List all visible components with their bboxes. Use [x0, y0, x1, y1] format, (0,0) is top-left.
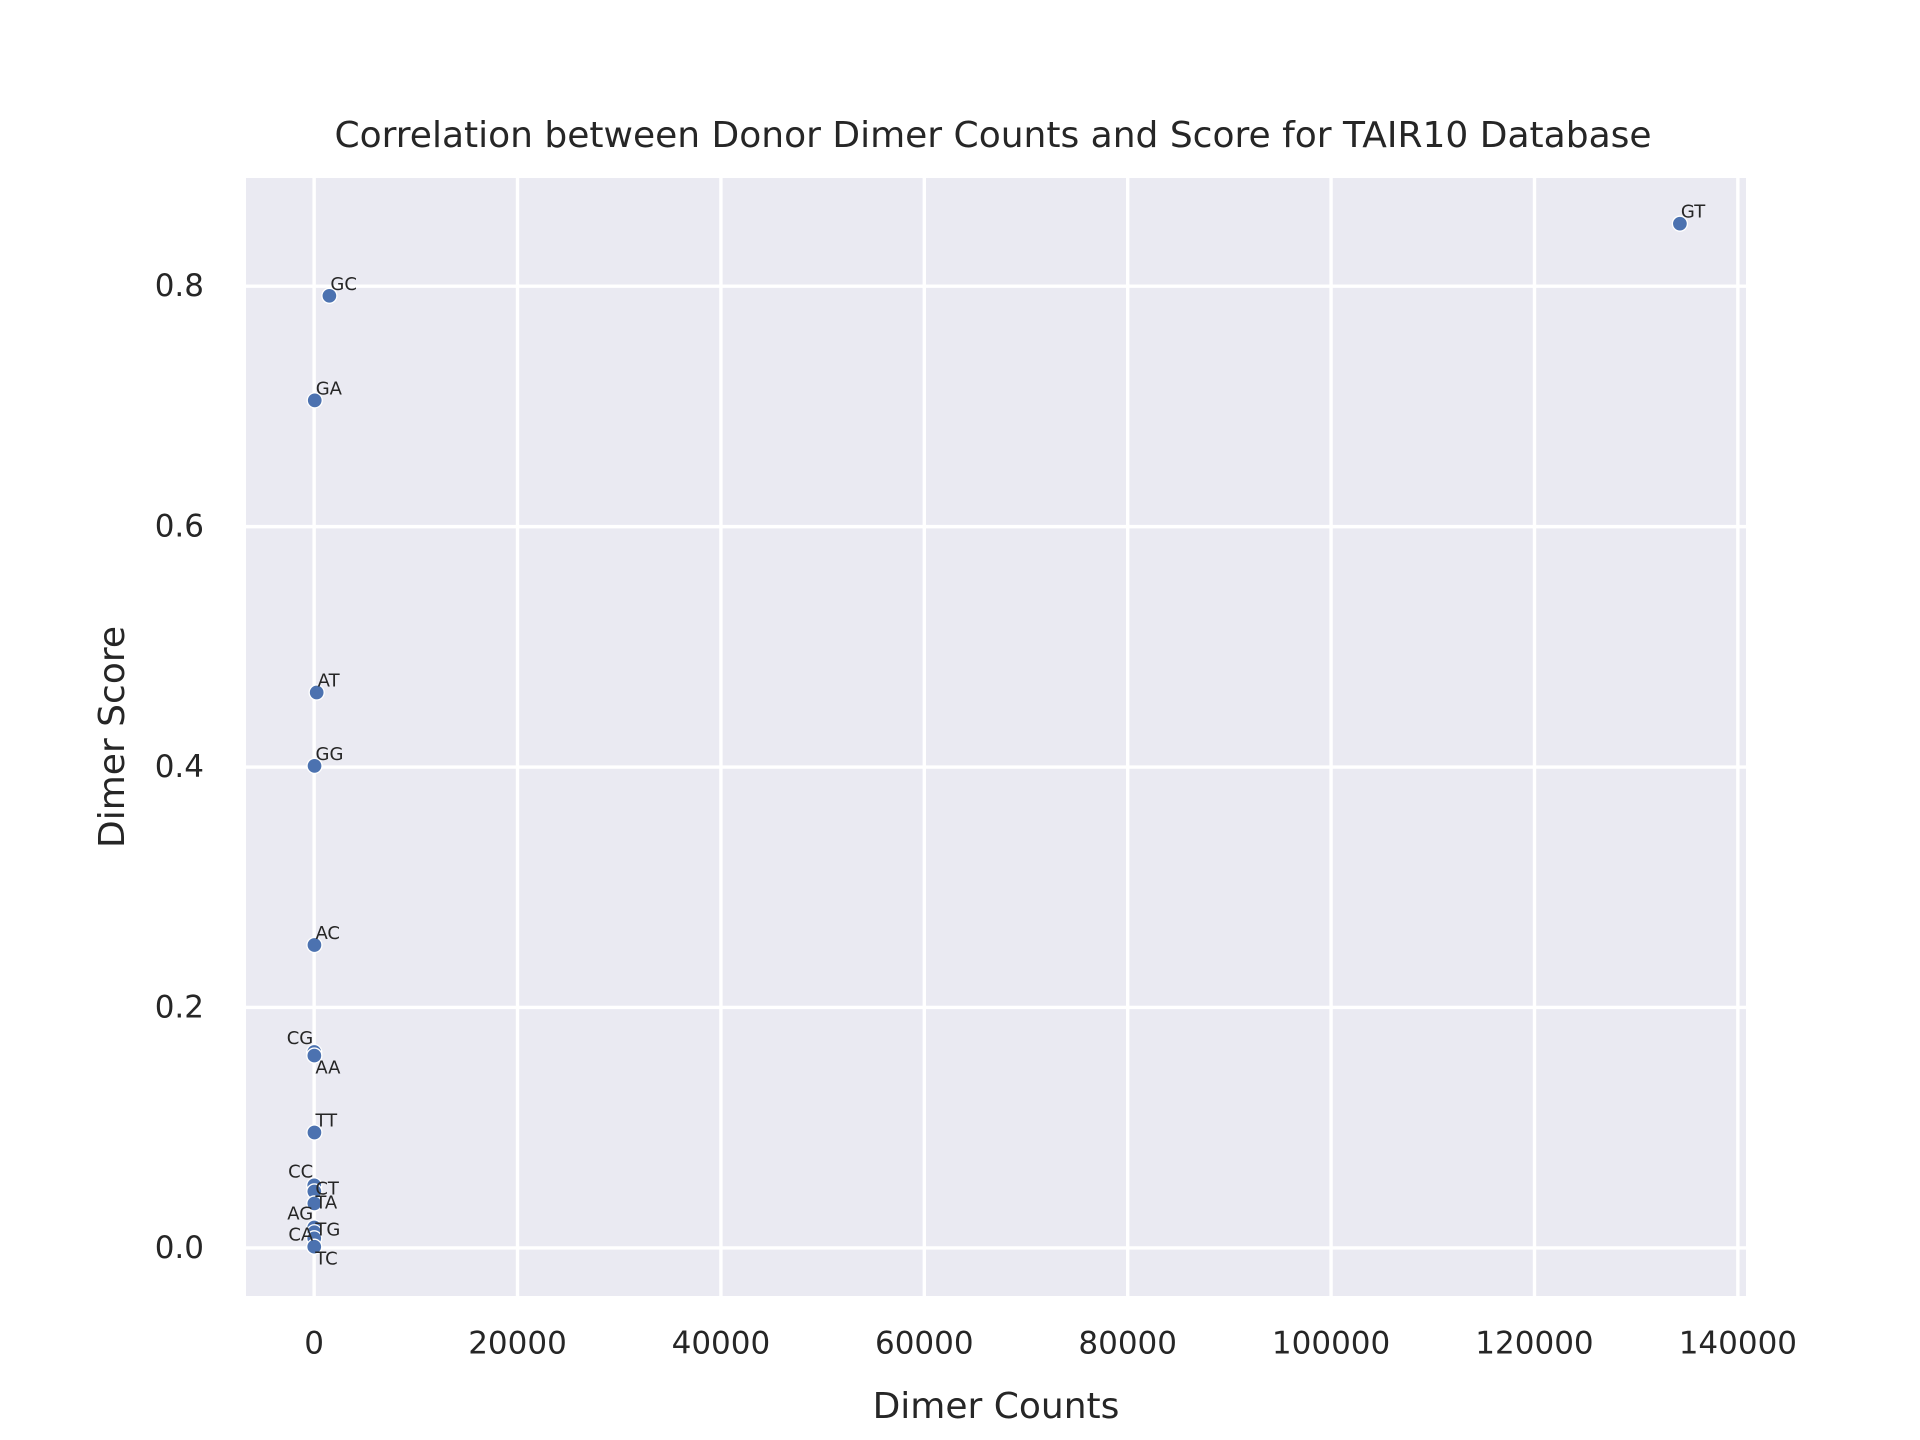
- y-tick-label: 0.4: [155, 749, 204, 785]
- point-label-ta: TA: [314, 1192, 338, 1213]
- point-label-ga: GA: [316, 378, 343, 399]
- data-point-gc: [321, 287, 338, 304]
- point-label-ag: AG: [287, 1203, 313, 1224]
- x-tick-label: 100000: [1272, 1325, 1390, 1361]
- y-tick-label: 0.8: [155, 268, 204, 304]
- data-point-gt: [1671, 215, 1689, 232]
- data-point-gg: [306, 757, 323, 775]
- x-tick-label: 60000: [875, 1325, 974, 1361]
- point-label-ct: CT: [315, 1178, 340, 1199]
- point-label-cc: CC: [288, 1161, 313, 1182]
- point-label-gc: GC: [330, 274, 357, 295]
- point-label-ac: AC: [315, 923, 340, 944]
- data-point-ac: [306, 936, 323, 954]
- y-tick-label: 0.2: [155, 989, 204, 1025]
- x-axis-ticks: 0 20000 40000 60000 80000 100000 120000 140000: [304, 1325, 1797, 1361]
- x-tick-label: 80000: [1078, 1325, 1177, 1361]
- point-label-ca: CA: [288, 1224, 314, 1245]
- point-label-gt: GT: [1681, 202, 1706, 223]
- point-label-tt: TT: [314, 1111, 338, 1132]
- x-tick-label: 140000: [1679, 1325, 1797, 1361]
- data-point-tt: [306, 1124, 323, 1141]
- y-tick-label: 0.6: [155, 509, 204, 545]
- point-label-cg: CG: [287, 1028, 314, 1049]
- grid-lines: [246, 178, 1746, 1296]
- data-point-ga: [306, 392, 323, 409]
- point-label-tg: TG: [314, 1219, 340, 1240]
- x-axis-label: Dimer Counts: [873, 1386, 1120, 1427]
- plot-area: [246, 178, 1746, 1296]
- data-points: [306, 215, 1689, 1255]
- data-point-tc: [306, 1238, 323, 1255]
- chart-title: Correlation between Donor Dimer Counts a…: [334, 115, 1651, 156]
- point-label-aa: AA: [315, 1058, 341, 1079]
- y-axis-ticks: 0.0 0.2 0.4 0.6 0.8: [155, 268, 204, 1266]
- point-label-tc: TC: [314, 1249, 338, 1270]
- point-label-at: AT: [318, 671, 341, 692]
- data-point-ta: [306, 1195, 323, 1212]
- y-tick-label: 0.0: [155, 1230, 204, 1266]
- point-label-gg: GG: [316, 744, 344, 765]
- x-tick-label: 0: [304, 1325, 324, 1361]
- x-tick-label: 120000: [1475, 1325, 1593, 1361]
- y-axis-label: Dimer Score: [92, 626, 133, 848]
- x-tick-label: 20000: [468, 1325, 567, 1361]
- x-tick-label: 40000: [672, 1325, 771, 1361]
- data-point-at: [308, 684, 325, 701]
- data-point-aa: [306, 1047, 323, 1064]
